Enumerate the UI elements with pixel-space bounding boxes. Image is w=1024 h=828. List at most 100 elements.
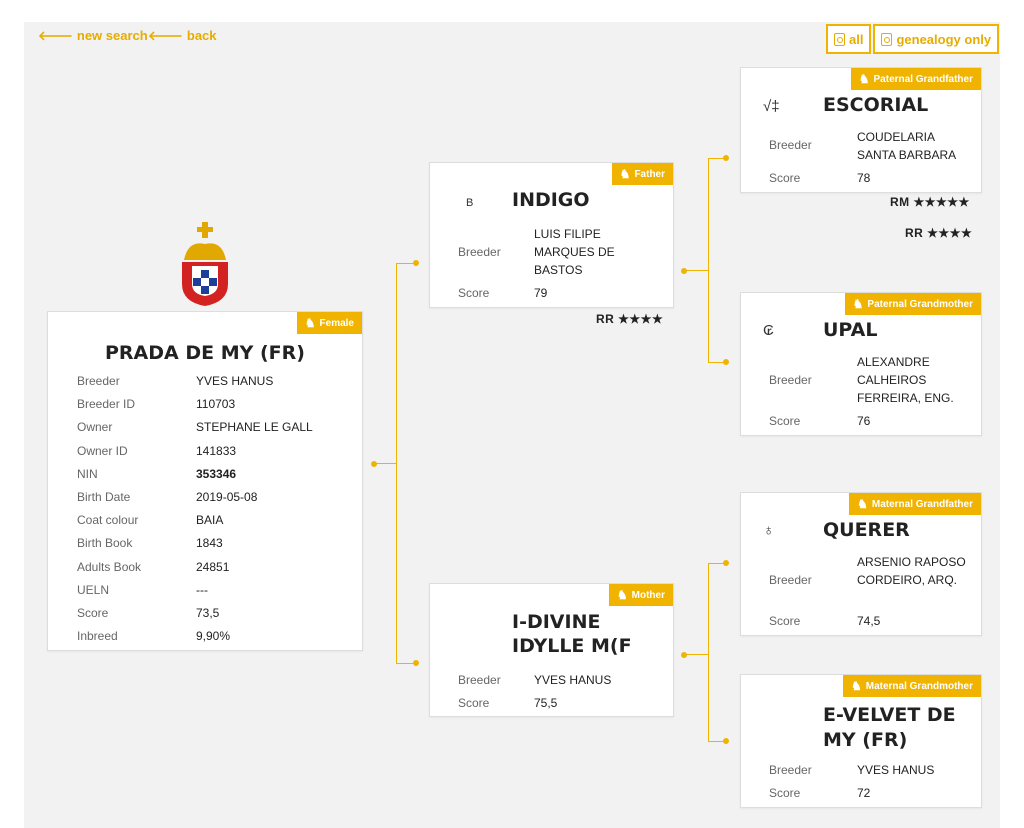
detail-value: 141833 [196, 443, 237, 458]
detail-label: UELN [77, 582, 110, 597]
mother-card[interactable]: ♞ Mother I-DIVINE IDYLLE M(F Breeder YVES… [429, 583, 674, 717]
score-label: Score [769, 614, 801, 628]
detail-value: --- [196, 582, 208, 597]
mother-breeder: YVES HANUS [534, 673, 612, 687]
brand-mark-icon: √‡ [763, 98, 780, 115]
paternal-grandfather-tag: ♞ Paternal Grandfather [850, 68, 981, 90]
maternal-grandmother-tag: ♞ Maternal Grandmother [842, 675, 981, 697]
detail-value: 2019-05-08 [196, 490, 258, 504]
connector-line [708, 158, 709, 362]
mother-score: 75,5 [534, 696, 558, 710]
connector-line [396, 263, 397, 663]
new-search-label: new search [76, 28, 148, 43]
connector-line [708, 158, 726, 159]
connector-dot [371, 461, 377, 467]
connector-line [708, 362, 726, 363]
horse-icon: ♞ [616, 588, 628, 602]
connector-dot [723, 560, 729, 566]
breeder-label: Breeder [458, 673, 501, 687]
breeder-label: Breeder [458, 245, 501, 259]
connector-dot [723, 359, 729, 365]
horse-icon: ♞ [852, 297, 864, 311]
maternal-grandmother-card[interactable]: ♞ Maternal Grandmother E-VELVET DE MY (FR… [740, 674, 982, 808]
breeder-label: Breeder [769, 573, 812, 587]
paternal-grandfather-rating-rr: RR ★★★★ [905, 226, 973, 240]
pdf-icon [881, 32, 893, 46]
maternal-grandmother-tag-label: Maternal Grandmother [865, 680, 973, 692]
back-label: back [186, 28, 217, 43]
connector-dot [681, 268, 687, 274]
breeder-label: Breeder [769, 138, 812, 152]
arrow-left-icon: 🡐 [148, 28, 183, 43]
paternal-grandfather-card[interactable]: ♞ Paternal Grandfather √‡ ESCORIAL Breede… [740, 67, 982, 193]
score-label: Score [458, 286, 490, 300]
connector-line [708, 563, 726, 564]
connector-line [708, 741, 726, 742]
detail-label: Breeder ID [77, 397, 136, 412]
detail-value: STEPHANE LE GALL [196, 420, 313, 435]
detail-label: Birth Book [77, 536, 133, 551]
father-rating: RR ★★★★ [596, 312, 664, 326]
paternal-grandmother-name: UPAL [823, 319, 878, 341]
brand-mark-icon: ₢ [763, 322, 774, 339]
detail-value: 9,90% [196, 629, 231, 644]
father-card[interactable]: ♞ Father B INDIGO Breeder LUIS FILIPE MAR… [429, 162, 674, 308]
new-search-link[interactable]: 🡐 new search [38, 28, 148, 44]
paternal-grandfather-name: ESCORIAL [823, 94, 929, 116]
pdf-genealogy-button[interactable]: genealogy only [873, 24, 1000, 54]
detail-value: 353346 [196, 466, 237, 481]
breeder-label: Breeder [769, 763, 812, 777]
pdf-genealogy-label: genealogy only [896, 31, 992, 47]
connector-dot [723, 155, 729, 161]
maternal-grandfather-card[interactable]: ♞ Maternal Grandfather ♁ QUERER Breeder A… [740, 492, 982, 636]
maternal-grandfather-name: QUERER [823, 519, 910, 541]
coat-of-arms-logo [182, 222, 228, 306]
brand-mark-icon: B [466, 197, 474, 209]
paternal-grandmother-tag: ♞ Paternal Grandmother [844, 293, 981, 315]
detail-label: Owner ID [77, 443, 128, 458]
back-link[interactable]: 🡐 back [148, 28, 217, 44]
connector-line [396, 663, 416, 664]
maternal-grandfather-score: 74,5 [857, 614, 881, 628]
detail-value: 110703 [196, 397, 236, 412]
detail-label: Birth Date [77, 490, 131, 504]
maternal-grandfather-tag: ♞ Maternal Grandfather [849, 493, 981, 515]
horse-icon: ♞ [857, 497, 868, 511]
pdf-all-label: all [849, 31, 864, 47]
mother-name: I-DIVINE IDYLLE M(F [512, 611, 632, 657]
pdf-all-button[interactable]: all [826, 24, 872, 54]
detail-label: Owner [77, 420, 113, 435]
detail-label: Inbreed [77, 629, 118, 644]
paternal-grandmother-card[interactable]: ♞ Paternal Grandmother ₢ UPAL Breeder ALE… [740, 292, 982, 436]
paternal-grandmother-breeder: ALEXANDRE CALHEIROS FERREIRA, ENG. [857, 355, 954, 405]
connector-line [396, 263, 416, 264]
father-breeder: LUIS FILIPE MARQUES DE BASTOS [534, 227, 615, 277]
detail-label: NIN [77, 466, 98, 481]
father-tag: ♞ Father [611, 163, 673, 185]
paternal-grandfather-score: 78 [857, 171, 871, 185]
maternal-grandfather-breeder: ARSENIO RAPOSO CORDEIRO, ARQ. [857, 555, 966, 587]
detail-value: BAIA [196, 513, 224, 528]
mother-tag: ♞ Mother [608, 584, 673, 606]
paternal-grandfather-breeder: COUDELARIA SANTA BARBARA [857, 130, 957, 162]
maternal-grandfather-tag-label: Maternal Grandfather [871, 498, 973, 510]
arrow-left-icon: 🡐 [38, 28, 73, 43]
detail-value: 1843 [196, 536, 223, 551]
detail-value: 73,5 [196, 606, 220, 620]
breeder-label: Breeder [769, 373, 812, 387]
connector-line [708, 563, 709, 741]
horse-icon: ♞ [858, 72, 870, 86]
horse-icon: ♞ [850, 679, 862, 693]
connector-line [684, 654, 708, 655]
horse-icon: ♞ [619, 167, 631, 181]
horse-icon: ♞ [304, 316, 316, 330]
brand-mark-icon: ♁ [763, 522, 775, 539]
paternal-grandmother-tag-label: Paternal Grandmother [867, 298, 973, 310]
father-score: 79 [534, 286, 548, 300]
detail-value: 24851 [196, 559, 230, 574]
pdf-icon [834, 32, 845, 46]
connector-dot [681, 652, 687, 658]
score-label: Score [769, 414, 801, 428]
female-tag-label: Female [319, 317, 354, 329]
paternal-grandfather-rating-rm: RM ★★★★★ [890, 195, 970, 209]
